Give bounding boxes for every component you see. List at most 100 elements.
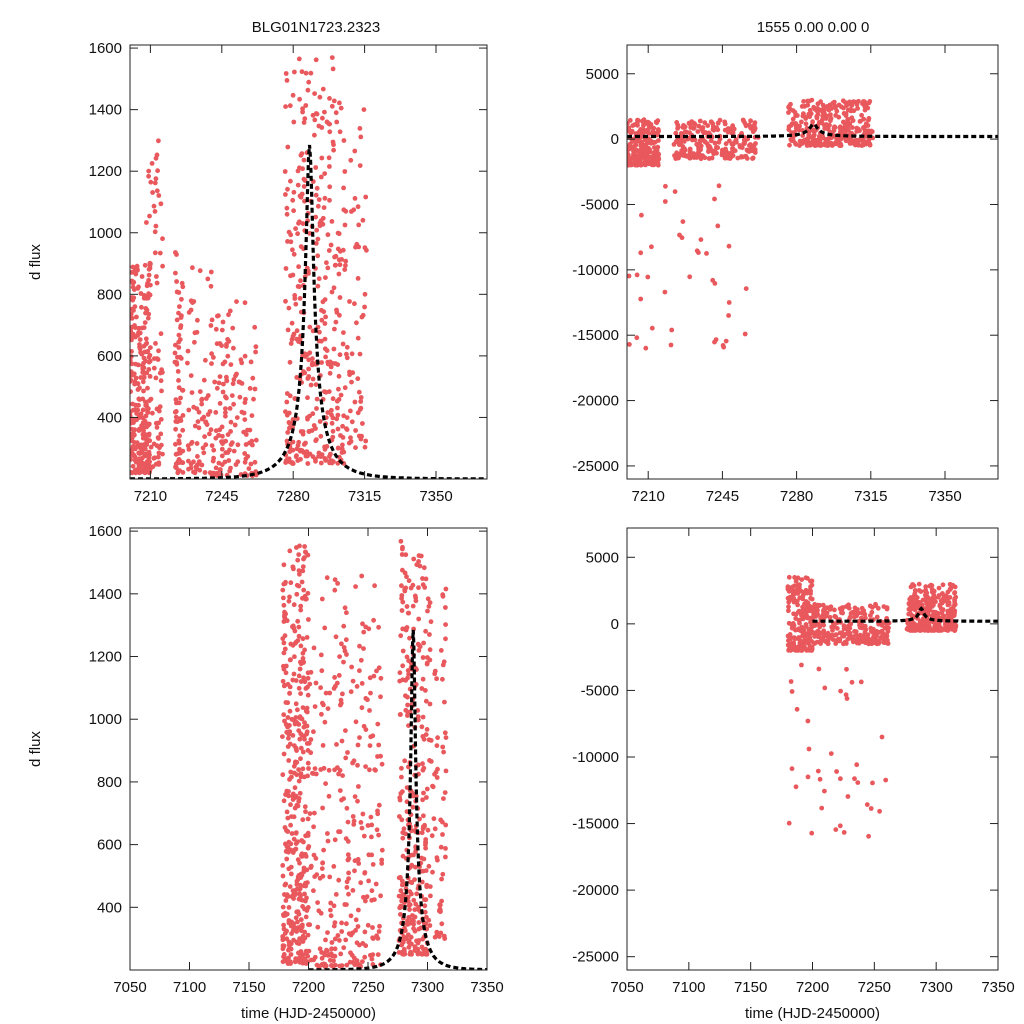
- data-point: [642, 159, 648, 165]
- x-tick-label: 7350: [928, 488, 961, 505]
- data-point: [317, 946, 323, 952]
- data-point: [406, 658, 411, 664]
- data-point: [291, 602, 297, 608]
- data-point: [152, 209, 158, 214]
- data-point: [378, 694, 383, 700]
- data-point: [786, 604, 791, 610]
- y-tick-label: 800: [97, 774, 122, 791]
- data-point: [323, 937, 328, 943]
- data-point: [402, 927, 407, 933]
- data-point: [306, 948, 312, 954]
- x-tick-label: 7300: [919, 979, 952, 996]
- data-point: [785, 584, 791, 590]
- data-point: [197, 467, 203, 473]
- data-points: [280, 538, 449, 970]
- data-point: [132, 304, 138, 309]
- data-point: [357, 735, 362, 740]
- data-point: [130, 295, 135, 300]
- x-tick-label: 7315: [854, 488, 887, 505]
- data-point: [799, 119, 804, 125]
- data-point: [418, 925, 424, 931]
- data-point: [400, 567, 405, 573]
- data-point: [140, 379, 146, 385]
- data-point: [333, 319, 339, 325]
- data-point: [703, 130, 708, 135]
- data-point: [308, 669, 314, 675]
- data-point: [839, 605, 845, 611]
- data-point: [440, 744, 446, 750]
- data-point: [369, 834, 374, 840]
- data-point: [298, 679, 304, 684]
- data-point: [844, 696, 850, 701]
- data-point: [327, 164, 332, 169]
- data-point: [288, 941, 294, 947]
- data-point: [715, 223, 721, 229]
- data-point: [153, 420, 159, 426]
- data-point: [295, 443, 301, 448]
- data-point: [686, 120, 692, 126]
- data-point: [312, 117, 318, 123]
- data-point: [435, 735, 440, 741]
- data-point: [301, 120, 307, 125]
- y-tick-label: 1400: [89, 586, 122, 603]
- data-point: [346, 856, 352, 861]
- data-point: [866, 137, 872, 143]
- data-point: [369, 956, 375, 962]
- data-point: [219, 446, 225, 452]
- data-point: [224, 344, 229, 349]
- data-point: [281, 640, 287, 646]
- data-point: [434, 775, 440, 780]
- data-point: [790, 643, 796, 648]
- x-tick-label: 7250: [351, 979, 384, 996]
- data-point: [231, 401, 237, 407]
- data-point: [286, 839, 292, 845]
- data-point: [811, 605, 817, 611]
- data-point: [427, 647, 433, 653]
- data-point: [307, 811, 313, 816]
- data-point: [320, 86, 326, 92]
- data-point: [151, 203, 157, 209]
- data-point: [283, 898, 289, 903]
- data-point: [715, 120, 721, 126]
- data-point: [712, 140, 718, 146]
- data-point: [411, 897, 417, 903]
- data-point: [174, 317, 180, 323]
- data-point: [297, 790, 303, 796]
- x-tick-label: 7210: [632, 488, 665, 505]
- data-point: [940, 582, 946, 588]
- data-point: [133, 470, 139, 476]
- data-point: [344, 426, 349, 432]
- data-point: [333, 253, 339, 259]
- data-point: [139, 455, 145, 461]
- data-point: [213, 435, 219, 441]
- data-point: [296, 911, 302, 917]
- data-point: [288, 239, 294, 245]
- data-point: [311, 729, 316, 735]
- data-point: [136, 450, 142, 456]
- data-point: [400, 599, 406, 605]
- data-point: [347, 299, 352, 304]
- data-point: [865, 632, 871, 638]
- data-point: [833, 641, 839, 646]
- data-point: [415, 940, 421, 946]
- data-point: [338, 951, 344, 957]
- data-point: [220, 361, 226, 367]
- data-point: [359, 314, 365, 320]
- data-point: [805, 136, 810, 142]
- data-point: [737, 143, 743, 148]
- data-point: [293, 830, 299, 835]
- data-point: [330, 415, 336, 421]
- data-point: [742, 141, 747, 147]
- data-point: [231, 345, 236, 351]
- data-point: [810, 134, 816, 140]
- data-point: [337, 938, 342, 943]
- data-point: [300, 636, 306, 642]
- data-point: [326, 793, 332, 799]
- data-point: [314, 185, 320, 191]
- data-point: [280, 636, 286, 641]
- data-point: [191, 404, 197, 410]
- data-point: [345, 852, 351, 858]
- data-point: [326, 121, 332, 127]
- data-point: [342, 267, 348, 272]
- data-point: [297, 736, 303, 742]
